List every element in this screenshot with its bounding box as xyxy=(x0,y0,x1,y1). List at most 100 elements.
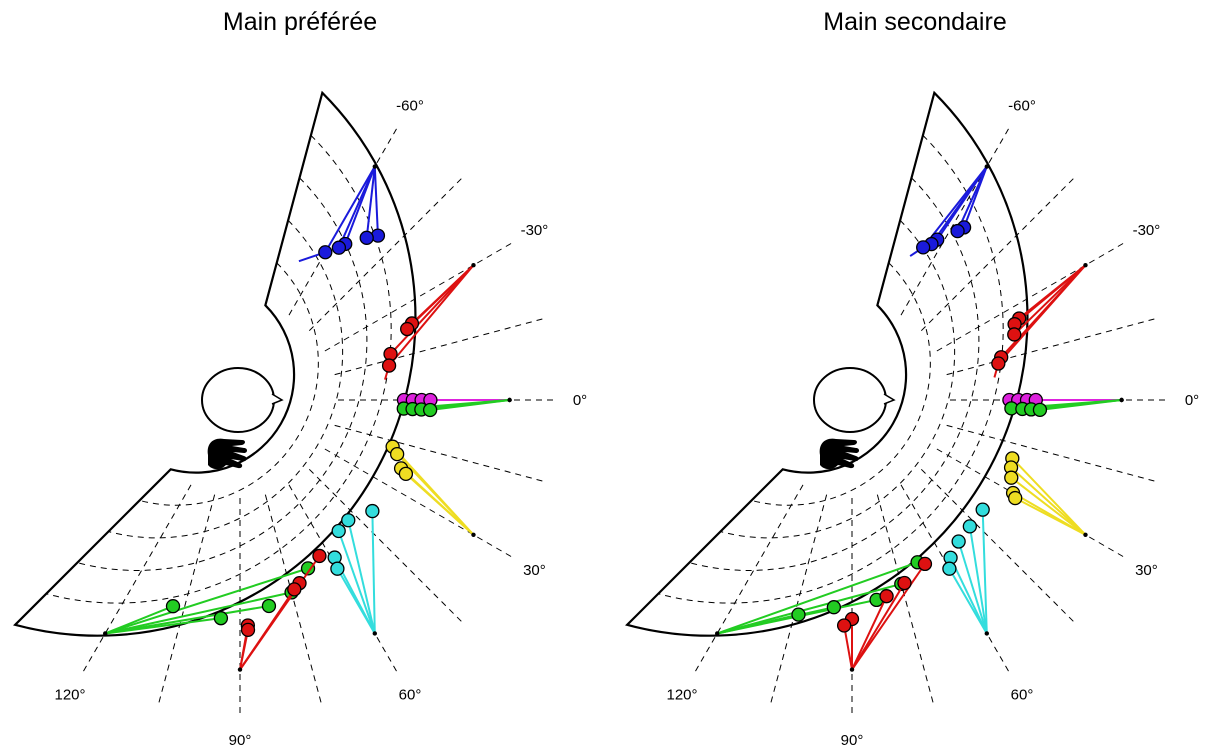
nose-icon xyxy=(271,393,284,405)
trajectory-line xyxy=(716,561,918,635)
data-point xyxy=(359,230,374,245)
trajectory-line xyxy=(105,617,222,635)
series-0 xyxy=(298,164,386,263)
nose-icon xyxy=(883,393,896,405)
trajectory-line xyxy=(405,473,475,536)
trajectory-line xyxy=(1010,466,1087,536)
target-marker xyxy=(849,667,855,672)
trajectory-line xyxy=(948,568,988,634)
target-marker xyxy=(507,397,512,403)
series-6 xyxy=(103,561,316,636)
grid-circle xyxy=(658,134,1004,604)
sector-outline xyxy=(625,90,1029,637)
data-point xyxy=(400,321,415,337)
target-marker xyxy=(103,631,108,636)
series-2 xyxy=(1002,392,1124,408)
target-marker xyxy=(372,164,377,169)
data-point xyxy=(389,446,405,462)
angle-tick-label: 60° xyxy=(399,686,422,703)
hand-shape xyxy=(819,438,859,470)
data-point xyxy=(331,523,346,539)
angle-tick-label: 60° xyxy=(1011,686,1034,703)
data-point xyxy=(240,622,256,638)
data-point xyxy=(962,519,977,534)
grid-ray xyxy=(324,240,516,352)
grid-ray xyxy=(80,484,192,676)
series-3 xyxy=(1004,397,1124,417)
trajectory-line xyxy=(949,557,988,634)
target-marker xyxy=(471,263,476,268)
panel-title: Main préférée xyxy=(223,8,377,36)
data-point xyxy=(897,575,912,591)
data-point xyxy=(381,358,397,373)
target-marker xyxy=(984,631,989,636)
series-7 xyxy=(836,556,933,672)
angle-tick-label: -30° xyxy=(1133,222,1161,239)
trajectory-line xyxy=(388,264,475,367)
series-0 xyxy=(909,164,989,257)
angle-tick-label: -30° xyxy=(521,222,549,239)
trajectory-line xyxy=(851,582,906,671)
series-6 xyxy=(715,555,925,636)
data-point xyxy=(879,589,894,604)
grid-ray xyxy=(920,174,1078,332)
angle-tick-label: 30° xyxy=(523,562,546,579)
data-point xyxy=(213,611,229,626)
trajectory-line xyxy=(956,166,988,232)
data-point xyxy=(942,561,957,576)
series-1 xyxy=(381,263,476,380)
angle-tick-label: 120° xyxy=(666,686,697,703)
data-point xyxy=(836,618,852,633)
panel-title: Main secondaire xyxy=(823,8,1006,36)
angle-tick-label: 90° xyxy=(229,732,252,747)
angle-tick-label: 30° xyxy=(1135,562,1158,579)
trajectory-line xyxy=(371,511,376,634)
grid-ray xyxy=(946,317,1160,376)
trajectory-line xyxy=(104,605,174,635)
grid-circle xyxy=(139,262,319,506)
target-marker xyxy=(984,164,989,169)
trajectory-line xyxy=(1039,399,1122,411)
grid-ray xyxy=(769,494,828,708)
series-4 xyxy=(1003,451,1088,537)
grid-ray xyxy=(334,424,548,483)
data-point xyxy=(916,240,931,255)
series-7 xyxy=(237,548,327,672)
data-point xyxy=(341,513,356,528)
data-point xyxy=(383,346,398,362)
trajectory-line xyxy=(716,613,799,635)
angle-tick-label: -60° xyxy=(396,98,424,115)
data-point xyxy=(312,548,327,564)
data-point xyxy=(1007,327,1022,342)
trajectory-line xyxy=(430,399,510,411)
trajectory-line xyxy=(337,530,376,634)
hand-icon xyxy=(819,438,859,470)
target-marker xyxy=(1083,532,1088,537)
data-point xyxy=(1032,402,1048,417)
grid-ray xyxy=(900,124,1012,316)
head-icon xyxy=(813,367,887,433)
data-point xyxy=(950,223,965,239)
trajectory-line xyxy=(1010,476,1087,536)
hand-icon xyxy=(207,438,247,470)
trajectory-line xyxy=(373,166,379,236)
target-marker xyxy=(1083,263,1088,268)
series-5 xyxy=(327,503,380,636)
target-marker xyxy=(372,631,377,636)
head-icon xyxy=(201,367,275,433)
grid-ray xyxy=(324,448,516,560)
trajectory-line xyxy=(1011,457,1087,536)
trajectory-line xyxy=(843,625,853,670)
data-point xyxy=(1004,470,1019,485)
grid-ray xyxy=(308,174,466,332)
trajectory-line xyxy=(365,166,376,238)
data-point xyxy=(261,598,277,614)
data-point xyxy=(951,534,966,549)
trajectory-line xyxy=(324,166,376,253)
target-marker xyxy=(1119,397,1124,403)
data-point xyxy=(330,561,345,576)
trajectory-line xyxy=(716,582,902,635)
trajectory-line xyxy=(389,264,475,355)
trajectory-line xyxy=(851,563,926,671)
target-marker xyxy=(715,631,720,636)
